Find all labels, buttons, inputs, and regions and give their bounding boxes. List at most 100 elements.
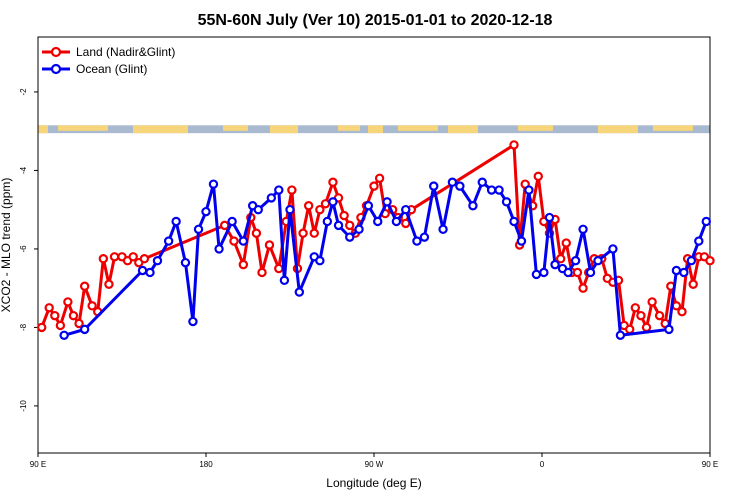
series-ocean-point [227, 216, 237, 227]
series-ocean-point [152, 255, 163, 266]
map-strip-land [270, 125, 298, 134]
x-tick-label: 180 [199, 460, 213, 469]
series-ocean-point [686, 255, 697, 266]
series-ocean-point [701, 216, 711, 227]
series-land-point [109, 252, 120, 262]
series-ocean-point [419, 232, 430, 242]
series-ocean-point [201, 206, 211, 217]
series-land-point [274, 263, 284, 274]
legend-ocean-marker [50, 63, 62, 75]
y-tick-label: -2 [19, 88, 28, 96]
series-ocean-point [593, 255, 603, 266]
series-land-point [641, 322, 652, 333]
series-ocean-point [354, 224, 364, 235]
series-land-point [654, 310, 665, 321]
x-axis-label: Longitude (deg E) [326, 476, 421, 490]
series-land-point [303, 201, 314, 211]
series-ocean-point [391, 216, 402, 227]
legend: Land (Nadir&Glint) Ocean (Glint) [42, 45, 175, 76]
series-ocean-point [694, 236, 704, 246]
series-ocean-point [315, 255, 325, 266]
series-land-point [630, 303, 641, 313]
series-ocean-point [322, 216, 333, 227]
map-strip-land [38, 125, 48, 134]
legend-ocean-label: Ocean (Glint) [76, 62, 147, 76]
series-ocean-point [180, 257, 191, 268]
series-land-point [287, 185, 297, 195]
y-axis: -2 -4 -6 -8 -10 [19, 88, 38, 412]
series-land-point [104, 279, 114, 289]
series-land-point [369, 181, 379, 191]
map-strip-land [368, 125, 383, 134]
series-land-point [37, 322, 47, 333]
series-ocean-point [679, 267, 689, 278]
series-land-point [374, 173, 385, 183]
series-land-point [139, 254, 150, 264]
series-land-point [572, 267, 583, 278]
series-land-point [647, 297, 657, 307]
series-land-point [79, 281, 90, 291]
series-ocean-point [477, 177, 487, 187]
series-land-point [555, 254, 566, 264]
series-land-point [44, 303, 54, 313]
series-land-point [345, 220, 355, 231]
map-strip-land [223, 125, 248, 131]
series-ocean-point [563, 267, 573, 278]
series-ocean-point [412, 236, 422, 246]
series-ocean-point [238, 236, 249, 246]
series-ocean-point [429, 181, 439, 191]
map-strip-land [518, 125, 553, 131]
map-strip [38, 125, 710, 134]
series-ocean-point [401, 204, 411, 215]
series-land-point [578, 283, 588, 293]
series-ocean-point [671, 265, 682, 276]
series-ocean-point [447, 177, 458, 187]
series-land-point [625, 324, 635, 335]
series-ocean-point [509, 216, 519, 227]
series-ocean-point [615, 330, 626, 340]
x-tick-label: 90 E [30, 460, 46, 469]
series-ocean-point [333, 220, 344, 231]
series-ocean-point [171, 216, 181, 227]
legend-land-marker [50, 46, 62, 58]
series-land-point [219, 220, 230, 231]
series-ocean-point [253, 204, 263, 215]
series-ocean-point [531, 269, 542, 280]
series-land-point [677, 307, 687, 317]
plot-frame [37, 36, 711, 454]
series-ocean-point [382, 197, 392, 207]
x-tick-label: 90 W [365, 460, 384, 469]
series-land-point [55, 320, 66, 331]
series-land-point [68, 310, 79, 321]
series-ocean-point [539, 267, 549, 278]
series-ocean-point [59, 330, 69, 340]
series-land-point [74, 318, 84, 329]
series-land-point [688, 279, 698, 289]
series-ocean-point [79, 324, 90, 335]
map-strip-land [58, 125, 108, 131]
series-ocean-line [63, 180, 708, 337]
map-strip-land [448, 125, 478, 134]
y-tick-label: -4 [19, 166, 28, 174]
series-land-point [339, 210, 349, 221]
series-land-point [315, 204, 325, 215]
map-strip-land [398, 125, 438, 131]
series-land-point [533, 171, 543, 182]
map-strip-land [598, 125, 638, 134]
series-ocean-point [501, 197, 512, 207]
series-ocean-point [550, 259, 560, 270]
series-ocean-point [214, 244, 224, 254]
series-ocean-point [578, 224, 588, 235]
series-ocean-point [544, 212, 555, 223]
series-ocean-point [664, 324, 674, 335]
series-ocean-point [145, 267, 155, 278]
x-tick-label: 0 [540, 460, 545, 469]
series-land-point [328, 177, 338, 187]
x-tick-label: 90 E [702, 460, 718, 469]
series-ocean-point [266, 193, 277, 203]
series-land-point [298, 228, 308, 238]
series-ocean-point [208, 179, 219, 189]
series-land-line [40, 143, 711, 331]
series-land-point [238, 259, 249, 270]
